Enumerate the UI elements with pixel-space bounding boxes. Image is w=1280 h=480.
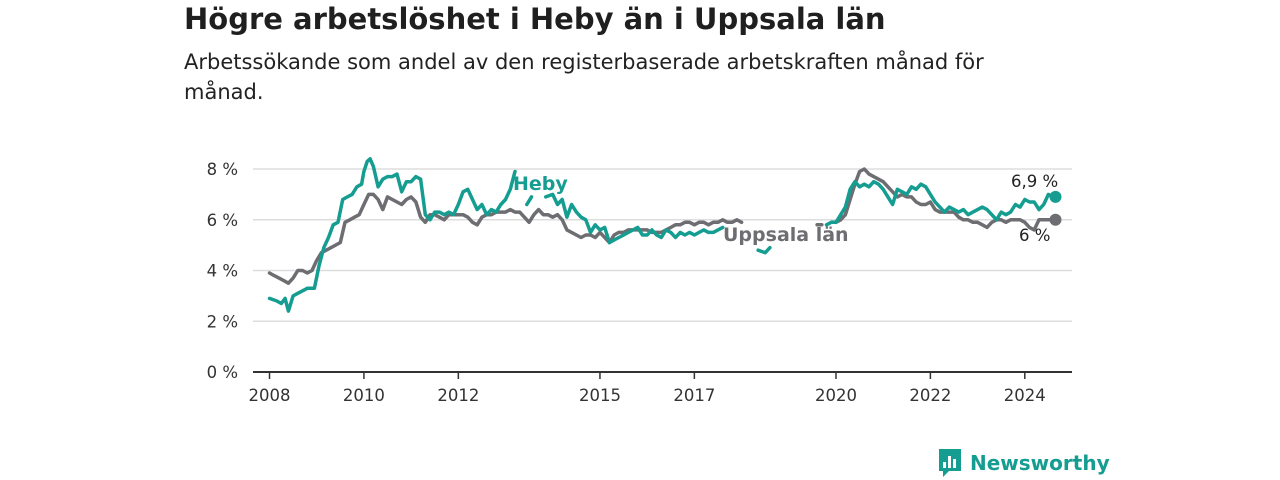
y-tick-label: 8 % — [207, 160, 238, 179]
y-tick-label: 6 % — [207, 211, 238, 230]
x-tick-label: 2008 — [249, 386, 291, 405]
series-line-heby — [525, 195, 534, 207]
y-tick-label: 0 % — [207, 363, 238, 382]
series-line-uppsala — [267, 192, 744, 285]
grid-lines — [253, 168, 1072, 322]
y-tick-label: 2 % — [207, 312, 238, 331]
end-label-heby: 6,9 % — [1011, 172, 1058, 191]
chart-title: Högre arbetslöshet i Heby än i Uppsala l… — [184, 2, 886, 36]
newsworthy-chart-icon — [939, 449, 961, 477]
y-tick-label: 4 % — [207, 262, 238, 281]
x-tick-label: 2022 — [909, 386, 951, 405]
x-tick-label: 2017 — [673, 386, 715, 405]
series-line-heby — [824, 179, 1058, 227]
logo-text: Newsworthy — [970, 451, 1110, 475]
x-tick-label: 2024 — [1004, 386, 1046, 405]
series-line-heby — [756, 245, 772, 255]
chart-subtitle: Arbetssökande som andel av den registerb… — [184, 50, 984, 104]
x-tick-label: 2012 — [437, 386, 479, 405]
series-lines — [267, 157, 1062, 313]
axes: 0 % 2 % 4 % 6 % 8 % 2008 2010 2012 2015 2017 2020 2… — [207, 160, 1072, 405]
series-line-heby — [543, 192, 725, 245]
x-tick-label: 2015 — [579, 386, 621, 405]
x-tick-label: 2010 — [343, 386, 385, 405]
series-label-heby: Heby — [513, 173, 568, 195]
series-label-uppsala: Uppsala län — [723, 224, 849, 246]
series-line-heby — [267, 157, 517, 313]
end-point-heby — [1049, 190, 1062, 203]
newsworthy-logo: Newsworthy — [937, 447, 1110, 479]
chart-labels: Heby Uppsala län 6,9 % 6 % — [513, 172, 1058, 246]
end-point-uppsala — [1049, 213, 1062, 226]
x-tick-label: 2020 — [815, 386, 857, 405]
end-label-uppsala: 6 % — [1019, 226, 1050, 245]
